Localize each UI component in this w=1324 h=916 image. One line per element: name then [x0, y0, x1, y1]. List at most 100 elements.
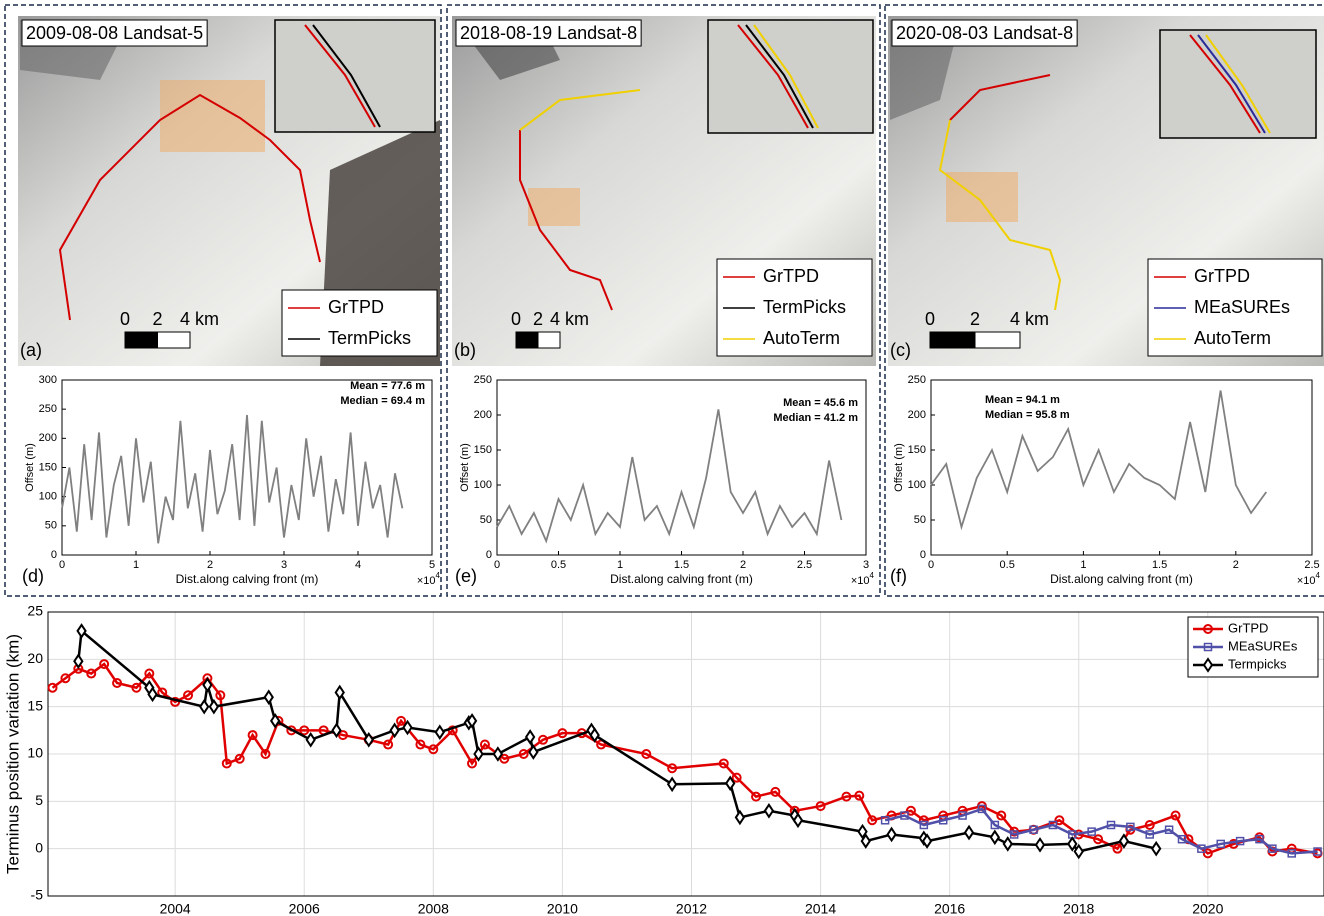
marker [1073, 843, 1084, 860]
y-axis-label: Offset (m) [459, 443, 471, 492]
scale-bar [515, 331, 539, 349]
x-tick-label: 0.5 [1000, 559, 1015, 571]
y-tick-label: 250 [474, 374, 492, 386]
x-exponent-base: ×10 [851, 575, 870, 587]
x-exponent-base: ×10 [417, 575, 436, 587]
terminus-trace [938, 119, 1062, 311]
legend-label: AutoTerm [763, 328, 840, 348]
x-exponent-power: 4 [436, 571, 441, 580]
legend-marker [1202, 657, 1214, 673]
marker [1093, 834, 1104, 845]
y-tick-label: -5 [31, 887, 44, 903]
inset-image [274, 19, 436, 133]
marker [1287, 849, 1296, 858]
y-tick-label: 200 [474, 409, 492, 421]
marker [557, 728, 568, 739]
marker [234, 753, 245, 764]
panel-label: (b) [454, 340, 476, 360]
series-line [61, 414, 404, 544]
legend-label: TermPicks [763, 297, 846, 317]
marker [76, 623, 87, 639]
inset-image [1159, 29, 1317, 139]
label-box [21, 19, 208, 47]
marker [1034, 837, 1046, 853]
marker [389, 722, 400, 739]
axes-frame [930, 379, 1313, 556]
marker [1235, 836, 1245, 846]
plot-area [62, 380, 432, 555]
y-tick-label: 100 [39, 491, 57, 503]
annotation: Mean = 94.1 m [985, 394, 1060, 406]
x-tick-label: 0 [59, 559, 65, 571]
marker [1067, 836, 1078, 852]
x-tick-label: 1 [1080, 559, 1086, 571]
x-tick-label: 2006 [289, 901, 320, 916]
x-tick-label: 2010 [547, 901, 578, 916]
panel-label: (e) [455, 566, 477, 586]
marker [112, 678, 123, 688]
marker [99, 659, 110, 670]
marker [977, 804, 987, 814]
inset-trace [1197, 34, 1266, 134]
marker [1087, 827, 1096, 836]
inset-trace [753, 24, 819, 129]
marker [269, 713, 281, 729]
marker [305, 731, 316, 748]
marker [792, 812, 804, 829]
axes-frame [47, 611, 1324, 897]
marker [1106, 820, 1116, 830]
marker [1144, 820, 1155, 830]
inset-trace [304, 24, 376, 128]
marker [867, 815, 878, 826]
x-tick-label: 2 [740, 559, 746, 571]
x-tick-label: 2016 [934, 901, 965, 916]
marker [731, 772, 742, 783]
marker [1177, 834, 1187, 844]
y-tick-label: 250 [39, 403, 57, 415]
marker [1048, 820, 1058, 830]
scale-label: 2 [970, 309, 980, 329]
x-tick-label: 2020 [1192, 901, 1223, 916]
x-tick-label: 2018 [1063, 901, 1094, 916]
y-tick-label: 20 [27, 650, 43, 666]
marker [938, 816, 948, 825]
x-tick-label: 4 [355, 559, 361, 571]
marker [857, 823, 868, 840]
marker [1126, 822, 1135, 832]
image-title: 2018-08-19 Landsat-8 [460, 23, 637, 43]
legend-label: MEaSUREs [1228, 638, 1298, 653]
label-box [455, 19, 642, 47]
marker [1009, 830, 1019, 839]
marker [919, 820, 929, 830]
scale-label: 2 [152, 309, 162, 329]
y-tick-label: 50 [914, 514, 926, 526]
y-tick-label: 10 [27, 745, 43, 761]
legend-label: AutoTerm [1194, 328, 1271, 348]
y-tick-label: 0 [51, 549, 57, 561]
marker [208, 698, 220, 715]
marker [1002, 836, 1013, 852]
x-tick-label: 2 [1233, 559, 1239, 571]
marker [538, 734, 549, 745]
y-tick-label: 150 [474, 444, 492, 456]
marker [499, 753, 510, 764]
marker [334, 684, 345, 701]
x-exponent: ×104 [1297, 571, 1321, 587]
marker [202, 677, 213, 693]
inset-trace [745, 24, 814, 129]
x-tick-label: 2008 [418, 901, 449, 916]
marker [990, 820, 1000, 830]
y-tick-label: 200 [908, 409, 926, 421]
y-tick-label: 15 [27, 697, 43, 713]
marker [900, 811, 909, 820]
panel-frame [446, 4, 881, 597]
marker [363, 731, 374, 748]
marker [473, 746, 484, 762]
legend-label: GrTPD [328, 297, 384, 317]
marker [725, 775, 736, 792]
marker [247, 730, 258, 741]
x-tick-label: 2004 [160, 901, 191, 916]
marker [215, 690, 226, 701]
scale-bar [929, 331, 976, 349]
x-tick-label: 0 [928, 559, 934, 571]
